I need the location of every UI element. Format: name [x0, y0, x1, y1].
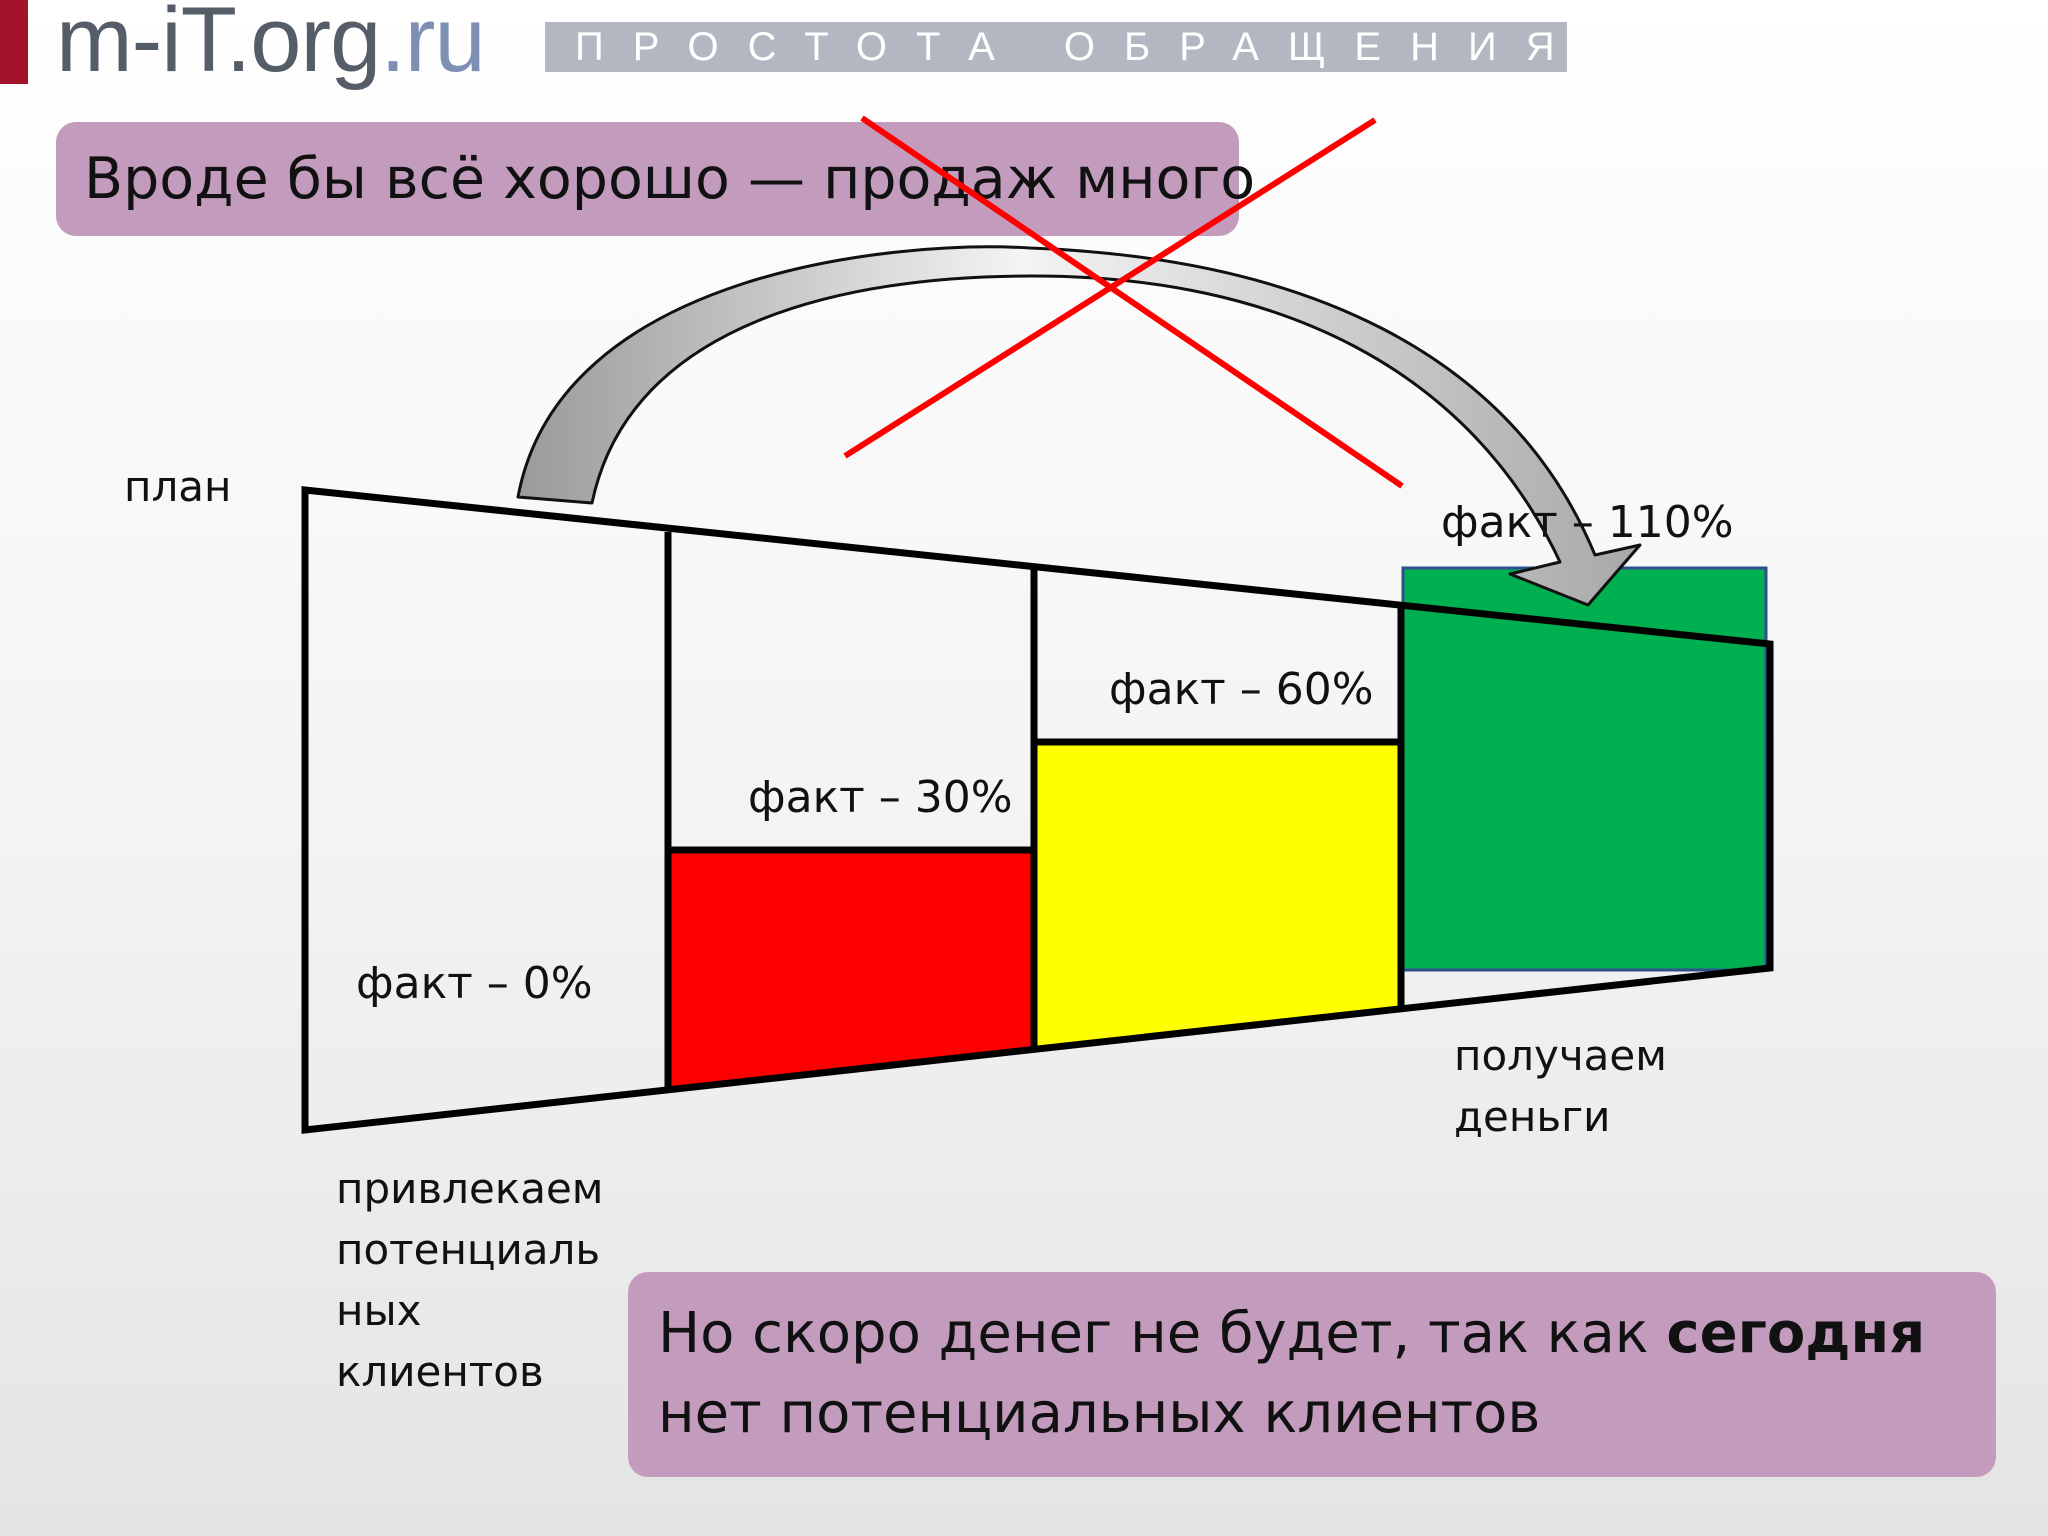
callout-top: Вроде бы всё хорошо — продаж много: [56, 122, 1255, 236]
funnel-outline: [301, 486, 1774, 1134]
logo-suffix: .ru: [380, 0, 485, 91]
cross-line-2: [843, 117, 1377, 459]
header-tagline: ПРОСТОТА ОБРАЩЕНИЯ: [545, 22, 1567, 72]
stage-3-fill: [1034, 740, 1401, 1049]
fact-label-stage-3: факт – 60%: [1109, 664, 1374, 715]
brand-accent-bar: [0, 0, 28, 84]
attract-clients-caption: привлекаем потенциаль ных клиентов: [336, 1164, 604, 1396]
fact-label-stage-1: факт – 0%: [356, 958, 593, 1009]
stage-4-fill: [1401, 566, 1768, 972]
callout-bottom-text-2: нет потенциальных клиентов: [658, 1381, 1541, 1446]
callout-bottom-emphasis: сегодня: [1666, 1301, 1926, 1366]
logo-main: m-iT.org: [56, 0, 381, 91]
callout-bottom-text-1: Но скоро денег не будет, так как: [658, 1301, 1667, 1366]
cross-line-1: [860, 115, 1404, 489]
site-logo[interactable]: m-iT.org.ru: [56, 0, 486, 91]
plan-label: план: [124, 462, 232, 511]
fact-label-stage-2: факт – 30%: [748, 772, 1013, 823]
callout-bottom: Но скоро денег не будет, так как сегодня…: [628, 1272, 1996, 1477]
curved-arrow: [516, 245, 1642, 607]
get-money-caption: получаем деньги: [1454, 1031, 1667, 1141]
fact-label-stage-4: факт – 110%: [1441, 497, 1734, 548]
stage-2-fill: [668, 850, 1034, 1090]
